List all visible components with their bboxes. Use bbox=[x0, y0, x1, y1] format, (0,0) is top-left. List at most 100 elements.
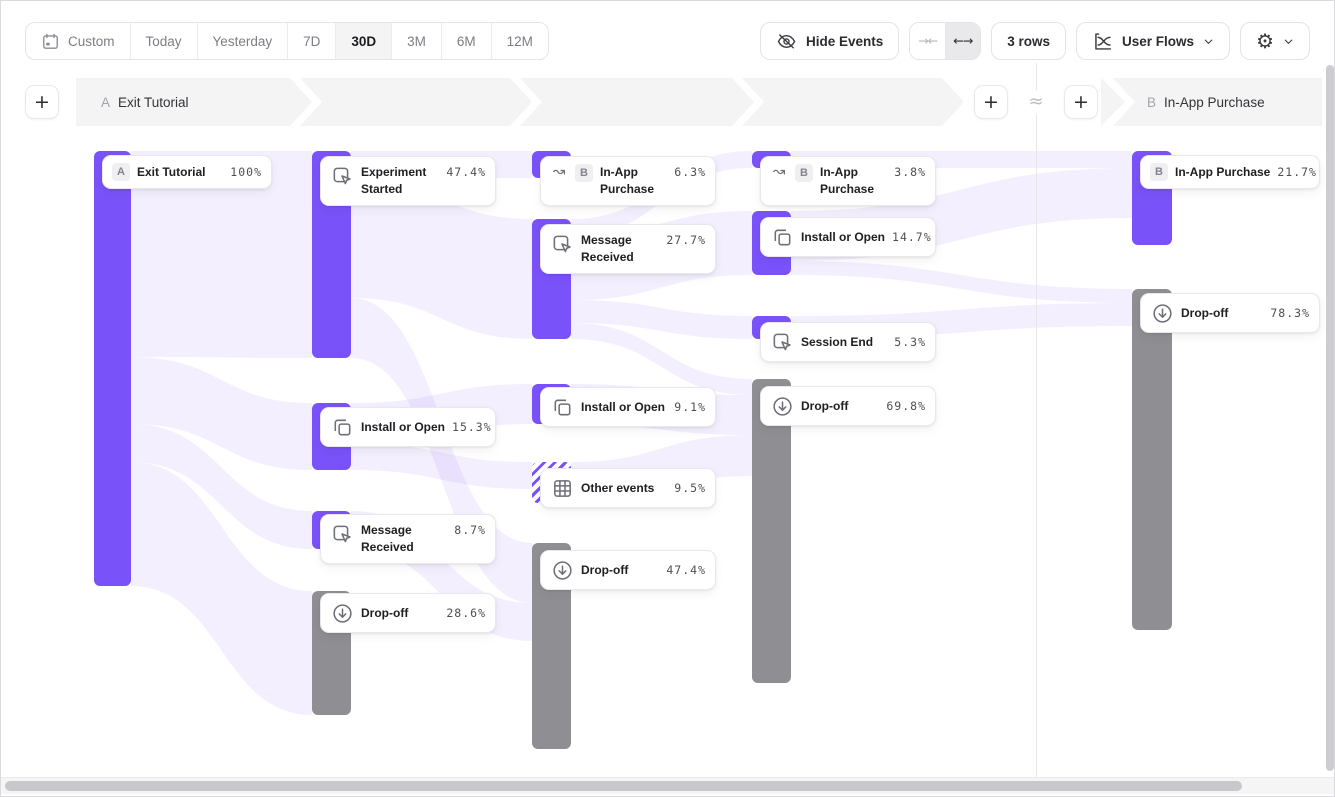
horizontal-scrollbar-thumb[interactable] bbox=[5, 781, 1242, 791]
b-drop-off-bar[interactable] bbox=[1132, 289, 1172, 630]
add-step-button-after-a[interactable]: + bbox=[974, 85, 1008, 119]
event-percentage: 21.7% bbox=[1277, 164, 1317, 179]
event-percentage: 9.5% bbox=[674, 480, 706, 495]
hide-events-button[interactable]: Hide Events bbox=[759, 22, 900, 60]
date-range-label: 30D bbox=[351, 33, 377, 49]
event-label: In-App Purchase bbox=[600, 165, 655, 196]
column-width-segmented-control: →← ←→ bbox=[909, 22, 982, 60]
session-end-card[interactable]: Session End 5.3% bbox=[760, 322, 936, 362]
experiment-started-card[interactable]: Experiment Started 47.4% bbox=[320, 156, 496, 206]
message-received-c3-card[interactable]: Message Received 27.7% bbox=[540, 224, 716, 274]
date-range-label: Yesterday bbox=[212, 33, 273, 49]
flow-header-band-a-segment[interactable] bbox=[742, 78, 964, 126]
drop-off-icon bbox=[550, 558, 574, 582]
date-range-label: 6M bbox=[456, 33, 476, 49]
series-badge-b: B bbox=[575, 164, 593, 182]
chart-type-select[interactable]: User Flows bbox=[1076, 22, 1231, 60]
event-label: Message Received bbox=[361, 523, 414, 554]
plus-icon: + bbox=[34, 90, 50, 113]
event-percentage: 9.1% bbox=[674, 399, 706, 414]
flow-header-a-label: A Exit Tutorial bbox=[101, 78, 189, 126]
drop-off-c2-card[interactable]: Drop-off 28.6% bbox=[320, 593, 496, 633]
drop-off-icon bbox=[770, 394, 794, 418]
event-label: In-App Purchase bbox=[820, 165, 875, 196]
b-drop-off-card[interactable]: Drop-off 78.3% bbox=[1140, 293, 1320, 333]
toolbar: Custom Today Yesterday 7D 30D 3M 6M 12M Hide Ev… bbox=[1, 1, 1334, 63]
event-label: Install or Open bbox=[801, 229, 886, 244]
chart-type-label: User Flows bbox=[1122, 33, 1195, 49]
install-or-open-c4-card[interactable]: Install or Open 14.7% bbox=[760, 217, 936, 257]
install-or-open-c3-card[interactable]: Install or Open 9.1% bbox=[540, 387, 716, 427]
flow-ribbon-a-exit-tutorial-to-experiment-started bbox=[131, 151, 312, 358]
eye-off-icon bbox=[776, 31, 797, 52]
series-b-badge: B bbox=[1147, 94, 1157, 110]
section-divider bbox=[1036, 63, 1037, 777]
event-label: Other events bbox=[581, 480, 655, 495]
cursor-click-icon bbox=[770, 330, 794, 354]
in-app-purchase-c4-card[interactable]: ↝ B In-App Purchase 3.8% bbox=[760, 156, 936, 206]
drop-off-c4-bar[interactable] bbox=[752, 379, 791, 683]
flow-ribbon-experiment-started-to-message-received-c3 bbox=[351, 178, 532, 339]
series-badge-b: B bbox=[1150, 163, 1168, 181]
event-label: Drop-off bbox=[581, 562, 629, 577]
message-received-c2-card[interactable]: Message Received 8.7% bbox=[320, 514, 496, 564]
event-label: Experiment Started bbox=[361, 165, 427, 196]
other-events-card[interactable]: Other events 9.5% bbox=[540, 468, 716, 508]
date-range-30d[interactable]: 30D bbox=[336, 23, 393, 59]
flow-ribbon-a-exit-tutorial-to-drop-off-c2 bbox=[131, 462, 312, 715]
event-percentage: 69.8% bbox=[886, 398, 926, 413]
settings-select[interactable]: ⚙ bbox=[1240, 22, 1310, 60]
drop-off-icon bbox=[1150, 301, 1174, 325]
expand-columns-button[interactable]: ←→ bbox=[945, 23, 981, 59]
flow-ribbon-a-exit-tutorial-to-message-received-c2 bbox=[131, 424, 312, 549]
date-range-yesterday[interactable]: Yesterday bbox=[198, 23, 289, 59]
collapse-columns-button[interactable]: →← bbox=[910, 23, 946, 59]
rows-button[interactable]: 3 rows bbox=[991, 22, 1067, 60]
event-label: In-App Purchase bbox=[1175, 164, 1271, 179]
event-percentage: 15.3% bbox=[452, 419, 492, 434]
date-range-6m[interactable]: 6M bbox=[442, 23, 492, 59]
chevron-down-icon bbox=[1203, 36, 1214, 47]
event-percentage: 47.4% bbox=[446, 165, 486, 179]
copy-icon bbox=[550, 395, 574, 419]
in-app-purchase-c3-card[interactable]: ↝ B In-App Purchase 6.3% bbox=[540, 156, 716, 206]
flow-ribbon-install-or-open-c4-to-b-drop-off bbox=[791, 261, 1132, 303]
event-percentage: 8.7% bbox=[454, 523, 486, 537]
flow-header-b-label: B In-App Purchase bbox=[1147, 78, 1265, 126]
event-percentage: 5.3% bbox=[894, 334, 926, 349]
date-range-custom[interactable]: Custom bbox=[26, 23, 131, 59]
event-percentage: 27.7% bbox=[666, 233, 706, 247]
vertical-scrollbar-thumb[interactable] bbox=[1326, 65, 1334, 771]
date-range-label: Today bbox=[145, 33, 182, 49]
event-percentage: 28.6% bbox=[446, 605, 486, 620]
event-percentage: 47.4% bbox=[666, 562, 706, 577]
add-step-button-before-b[interactable]: + bbox=[1064, 85, 1098, 119]
date-range-today[interactable]: Today bbox=[131, 23, 198, 59]
gear-icon: ⚙ bbox=[1256, 29, 1274, 53]
install-or-open-c2-card[interactable]: Install or Open 15.3% bbox=[320, 407, 496, 447]
add-step-button-before-a[interactable]: + bbox=[25, 85, 59, 119]
date-range-7d[interactable]: 7D bbox=[288, 23, 337, 59]
flow-header-b-text: In-App Purchase bbox=[1164, 94, 1265, 110]
event-percentage: 14.7% bbox=[892, 229, 932, 244]
date-range-12m[interactable]: 12M bbox=[492, 23, 548, 59]
flow-header-band-a-segment[interactable] bbox=[300, 78, 532, 126]
flow-header-band-b-segment[interactable] bbox=[1113, 78, 1322, 126]
drop-off-c3-card[interactable]: Drop-off 47.4% bbox=[540, 550, 716, 590]
cursor-click-icon bbox=[330, 522, 354, 546]
event-percentage: 78.3% bbox=[1270, 305, 1310, 320]
event-label: Drop-off bbox=[1181, 305, 1229, 320]
grid-icon bbox=[550, 476, 574, 500]
drop-off-icon bbox=[330, 601, 354, 625]
flow-header-band-a-segment[interactable] bbox=[520, 78, 754, 126]
b-in-app-purchase-card[interactable]: B In-App Purchase 21.7% bbox=[1140, 155, 1320, 189]
drop-off-c4-card[interactable]: Drop-off 69.8% bbox=[760, 386, 936, 426]
event-label: Drop-off bbox=[361, 605, 409, 620]
date-range-3m[interactable]: 3M bbox=[392, 23, 442, 59]
a-exit-tutorial-bar[interactable] bbox=[94, 151, 131, 586]
event-percentage: 6.3% bbox=[674, 165, 706, 179]
a-exit-tutorial-card[interactable]: A Exit Tutorial 100% bbox=[102, 155, 272, 189]
jump-arrow-icon: ↝ bbox=[772, 162, 786, 180]
flow-header-band-a-segment[interactable] bbox=[76, 78, 312, 126]
event-label: Install or Open bbox=[581, 399, 666, 414]
